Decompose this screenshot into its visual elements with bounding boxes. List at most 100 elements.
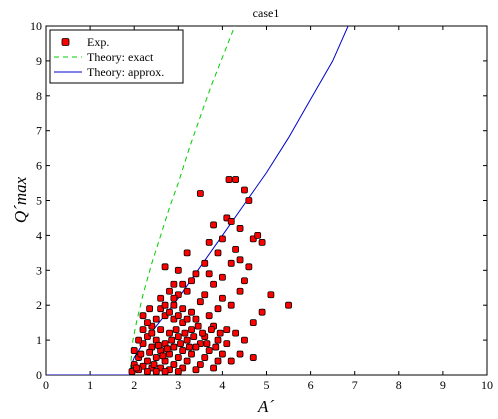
data-point [241,186,248,194]
data-point [258,308,266,316]
data-point [179,280,187,288]
data-point [212,343,220,351]
data-point [232,176,240,183]
data-point [190,333,198,341]
y-tick-label: 10 [30,19,42,33]
data-point [170,301,178,309]
y-tick-label: 5 [36,194,42,208]
data-point [245,263,253,271]
data-point [139,312,147,320]
data-point [249,354,257,361]
data-point [194,322,202,330]
legend-label: Exp. [87,35,109,49]
data-point [223,326,231,334]
x-tick-label: 7 [352,378,358,392]
data-point [192,366,200,374]
data-point [236,225,244,232]
data-point [236,256,244,264]
data-point [210,221,217,229]
data-point [161,301,169,309]
y-tick-label: 6 [36,159,42,173]
data-point [192,343,200,351]
data-point [205,270,213,278]
data-point [170,361,178,368]
data-point [285,301,292,309]
x-tick-label: 0 [43,378,49,392]
data-point [170,280,178,288]
data-point [218,273,226,281]
data-point [135,336,143,344]
data-point [174,266,182,274]
data-point [157,294,165,302]
data-point [157,326,165,334]
data-point [183,287,191,295]
data-point [207,326,215,334]
data-point [150,361,158,368]
data-point [223,340,231,347]
data-point [188,308,195,316]
data-point [166,329,173,337]
data-point [161,263,169,271]
data-point [201,291,209,299]
data-point [181,329,189,337]
y-tick-label: 8 [36,89,42,103]
y-tick-label: 4 [36,228,42,242]
data-point [196,298,204,306]
data-point [159,352,167,360]
data-point [174,333,182,341]
data-point [177,340,184,347]
data-point [179,305,187,313]
data-point [174,368,182,375]
legend-label: Theory: exact [87,50,154,64]
data-point [130,347,138,354]
data-point [245,197,253,204]
data-point [174,354,182,361]
data-point [214,305,222,313]
data-point [232,329,240,337]
data-point [225,176,233,183]
data-point [179,347,187,354]
data-point [161,368,169,375]
data-point [227,301,235,309]
data-point [137,350,145,358]
chart-title: case1 [253,6,280,20]
y-tick-label: 3 [36,263,42,277]
data-point [144,368,151,375]
data-point [196,361,204,368]
data-point [155,341,162,349]
data-point [210,280,217,288]
data-point [170,343,178,351]
data-point [146,348,154,356]
data-point [214,357,222,365]
data-point [205,347,213,354]
y-axis: 0 1 2 3 4 5 6 7 8 9 10 [30,19,487,382]
x-axis-label: A´ [257,397,274,416]
data-point [258,238,266,246]
data-point [218,294,226,302]
data-point [216,329,224,337]
data-point [227,218,235,225]
data-point [232,245,240,253]
y-tick-label: 2 [36,298,42,312]
data-point [241,336,248,344]
x-tick-label: 9 [440,378,446,392]
data-point [133,364,140,372]
data-point [188,350,195,358]
data-point [210,364,217,372]
y-tick-label: 7 [36,124,42,138]
data-point [185,343,193,351]
data-point [214,336,222,344]
data-point [188,277,195,285]
legend-marker [61,38,70,46]
data-point [183,336,191,344]
y-tick-label: 9 [36,54,42,68]
data-point [227,357,235,365]
data-point [241,277,248,285]
data-point [183,249,191,257]
x-tick-label: 1 [87,378,93,392]
data-point [196,190,204,197]
data-point [201,259,209,267]
data-point [214,249,222,257]
data-point [249,319,257,327]
data-point [183,357,191,365]
